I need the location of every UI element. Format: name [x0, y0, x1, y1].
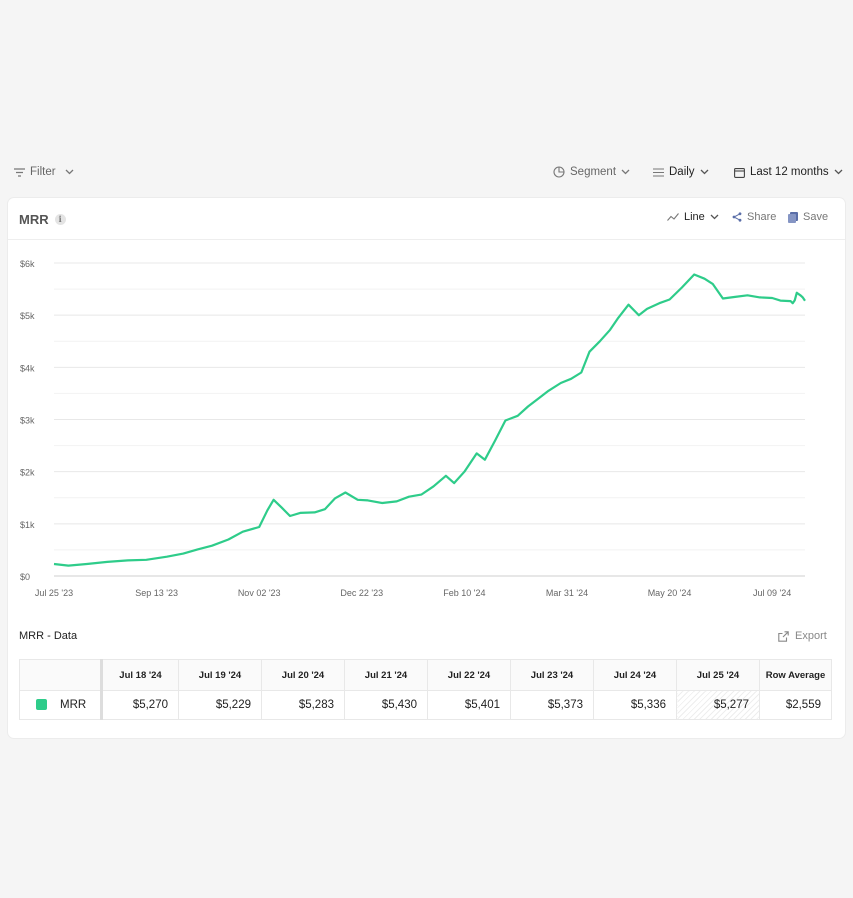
- segment-label: Segment: [570, 166, 617, 178]
- chevron-down-icon: [710, 214, 719, 220]
- card-title-text: MRR: [19, 212, 49, 227]
- date-range-button[interactable]: Last 12 months: [734, 166, 843, 178]
- x-tick-label: Mar 31 '24: [546, 588, 588, 598]
- save-label: Save: [803, 211, 829, 223]
- date-range-label: Last 12 months: [750, 166, 829, 178]
- info-icon[interactable]: i: [54, 214, 66, 225]
- table-cell: $5,430: [344, 690, 428, 720]
- column-header[interactable]: Jul 24 '24: [593, 659, 677, 691]
- table-row: MRR $5,270 $5,229 $5,283 $5,430 $5,401 $…: [19, 690, 832, 720]
- y-tick-label: $0: [20, 572, 30, 582]
- table-header-row: Jul 18 '24 Jul 19 '24 Jul 20 '24 Jul 21 …: [19, 659, 832, 691]
- y-tick-label: $3k: [20, 416, 35, 426]
- row-label: MRR: [60, 699, 87, 711]
- save-icon: [788, 211, 798, 223]
- export-button[interactable]: Export: [778, 630, 827, 642]
- column-header[interactable]: Jul 23 '24: [510, 659, 594, 691]
- chevron-down-icon: [65, 169, 74, 175]
- segment-button[interactable]: Segment: [553, 166, 630, 178]
- line-chart-icon: [667, 213, 679, 221]
- export-label: Export: [795, 630, 827, 642]
- x-tick-label: Nov 02 '23: [238, 588, 281, 598]
- share-label: Share: [747, 211, 777, 223]
- mrr-card: MRR i Line Share Save $0 $1k $2k $3k $4k $5k $…: [8, 198, 845, 738]
- x-tick-label: Sep 13 '23: [135, 588, 178, 598]
- chevron-down-icon: [700, 169, 709, 175]
- table-cell: $5,229: [178, 690, 262, 720]
- share-button[interactable]: Share: [732, 211, 776, 223]
- interval-icon: [653, 167, 664, 177]
- export-icon: [778, 630, 789, 642]
- series-line-mrr[interactable]: [53, 273, 806, 567]
- save-button[interactable]: Save: [788, 211, 828, 223]
- interval-label: Daily: [669, 166, 695, 178]
- column-header[interactable]: Jul 18 '24: [101, 659, 179, 691]
- filter-icon: [14, 167, 25, 177]
- x-tick-label: Feb 10 '24: [443, 588, 485, 598]
- table-cell: $5,401: [427, 690, 511, 720]
- y-tick-label: $1k: [20, 520, 35, 530]
- row-label-cell: MRR: [19, 690, 103, 720]
- filter-button[interactable]: Filter: [14, 166, 74, 178]
- share-icon: [732, 212, 742, 222]
- row-average-cell: $2,559: [759, 690, 832, 720]
- column-header[interactable]: Jul 25 '24: [676, 659, 760, 691]
- segment-icon: [553, 166, 565, 178]
- data-section-title: MRR - Data: [19, 630, 78, 642]
- card-header: MRR i Line Share Save: [8, 198, 845, 240]
- interval-button[interactable]: Daily: [653, 166, 709, 178]
- table-cell: $5,270: [101, 690, 179, 720]
- series-swatch: [36, 699, 47, 711]
- filter-label: Filter: [30, 166, 56, 178]
- calendar-icon: [734, 167, 745, 178]
- y-tick-label: $5k: [20, 311, 35, 321]
- y-tick-label: $6k: [20, 259, 35, 269]
- data-table: Jul 18 '24 Jul 19 '24 Jul 20 '24 Jul 21 …: [19, 659, 832, 720]
- chevron-down-icon: [834, 169, 843, 175]
- mrr-line-chart: $0 $1k $2k $3k $4k $5k $6k Jul 25 '23 Sep 13 '23…: [20, 259, 806, 598]
- x-tick-label: Jul 25 '23: [35, 588, 73, 598]
- x-tick-label: May 20 '24: [648, 588, 692, 598]
- x-tick-label: Jul 09 '24: [753, 588, 791, 598]
- card-title: MRR i: [19, 212, 66, 227]
- column-header[interactable]: Jul 21 '24: [344, 659, 428, 691]
- table-cell-partial: $5,277: [676, 690, 760, 720]
- column-header[interactable]: Jul 20 '24: [261, 659, 345, 691]
- y-tick-label: $4k: [20, 363, 35, 373]
- toolbar: Filter Segment Daily Last 12 months: [0, 164, 853, 184]
- row-average-header[interactable]: Row Average: [759, 659, 832, 691]
- chart-type-button[interactable]: Line: [667, 211, 719, 223]
- chart-type-label: Line: [684, 211, 705, 223]
- table-cell: $5,336: [593, 690, 677, 720]
- column-header[interactable]: Jul 22 '24: [427, 659, 511, 691]
- table-cell: $5,283: [261, 690, 345, 720]
- table-corner-cell: [19, 659, 103, 691]
- table-cell: $5,373: [510, 690, 594, 720]
- x-tick-label: Dec 22 '23: [340, 588, 383, 598]
- chevron-down-icon: [621, 169, 630, 175]
- column-header[interactable]: Jul 19 '24: [178, 659, 262, 691]
- y-tick-label: $2k: [20, 468, 35, 478]
